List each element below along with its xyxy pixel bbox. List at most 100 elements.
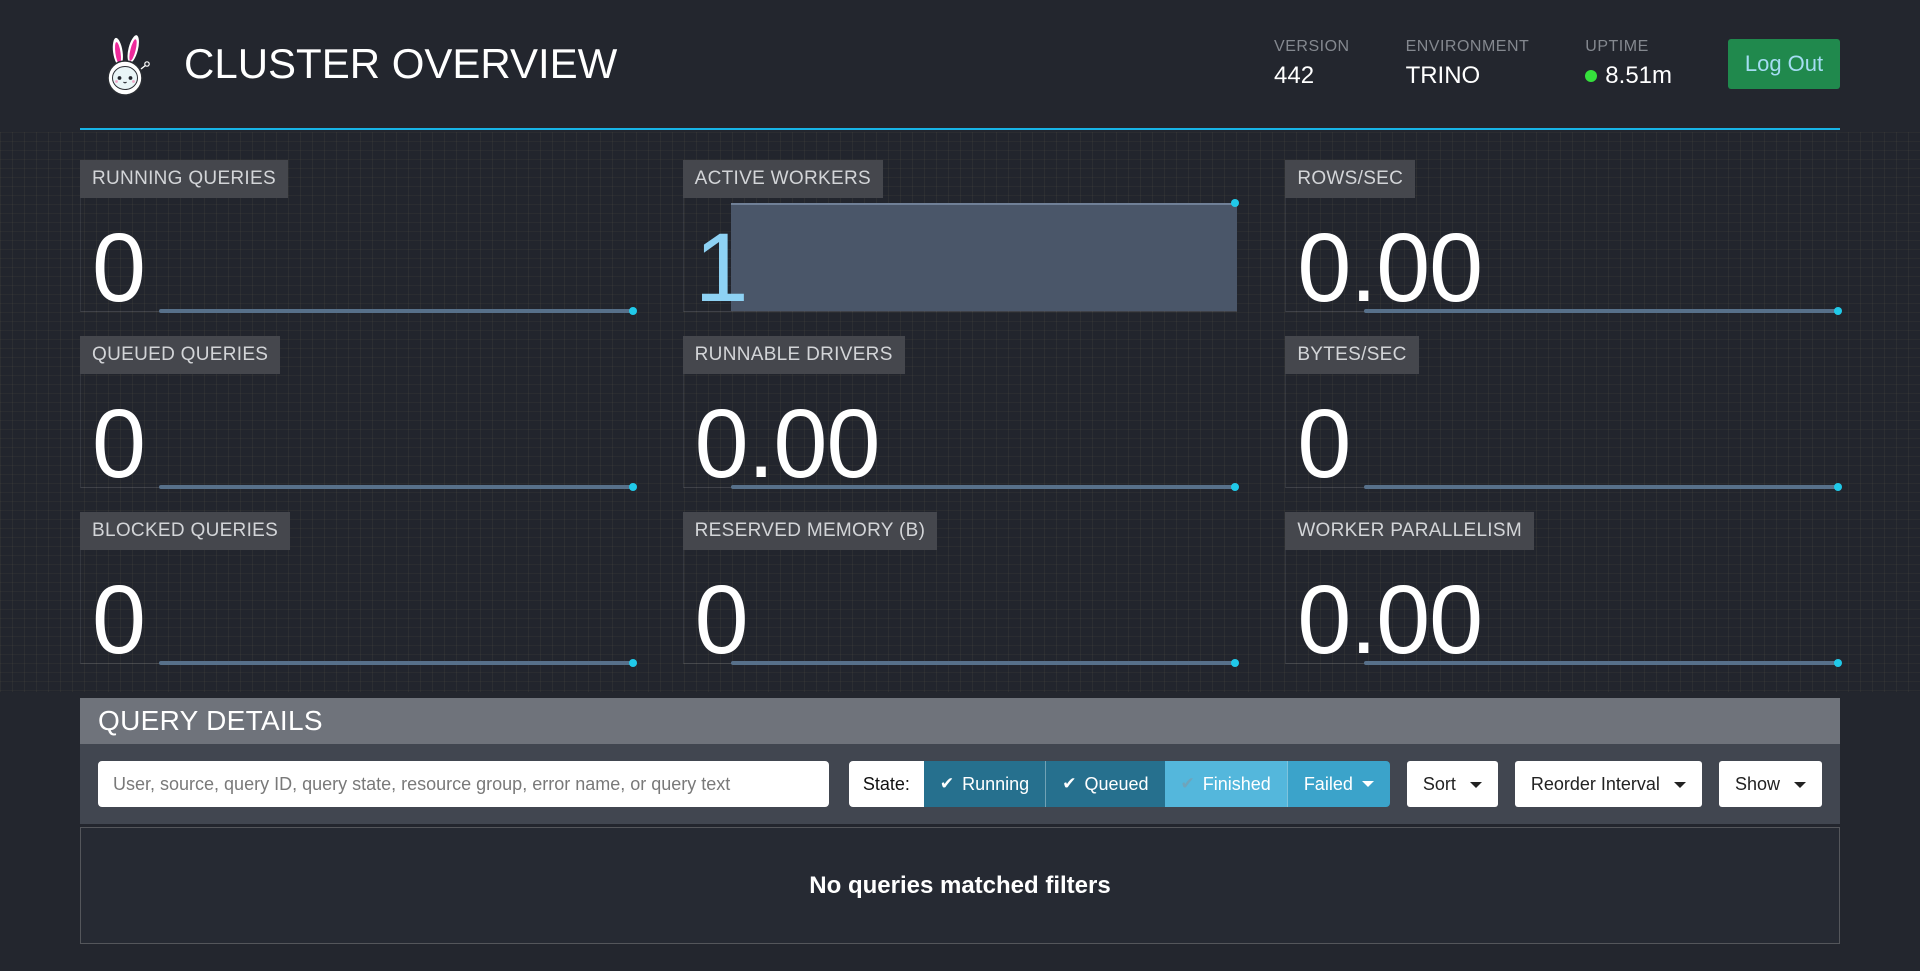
show-dropdown-button[interactable]: Show	[1718, 761, 1822, 807]
uptime-status-dot-icon	[1585, 70, 1598, 82]
state-filter-failed-dropdown[interactable]: Failed	[1286, 761, 1390, 807]
uptime-label: UPTIME	[1585, 38, 1649, 55]
state-filter-finished[interactable]: ✔ Finished	[1164, 761, 1287, 807]
sparkline-chart	[1285, 549, 1842, 667]
tile-rows-sec: ROWS/SEC 0.00	[1285, 160, 1842, 316]
version-stat: VERSION 442	[1274, 38, 1350, 90]
sparkline-dot	[628, 483, 637, 491]
sort-dropdown-button[interactable]: Sort	[1406, 761, 1498, 807]
version-label: VERSION	[1274, 38, 1350, 55]
sparkline	[158, 659, 637, 667]
state-filter-label: State:	[848, 761, 924, 807]
caret-down-icon	[1361, 781, 1374, 787]
state-filter-queued-label: Queued	[1084, 773, 1149, 794]
sparkline	[1363, 307, 1842, 315]
empty-state-message: No queries matched filters	[809, 871, 1111, 899]
tile-value: 0.00	[1297, 565, 1483, 674]
tile-active-workers: ACTIVE WORKERS 1	[682, 160, 1240, 316]
sparkline-chart	[682, 197, 1240, 312]
query-list-panel: No queries matched filters	[80, 827, 1840, 944]
reorder-interval-dropdown-button[interactable]: Reorder Interval	[1514, 761, 1702, 807]
uptime-stat: UPTIME 8.51m	[1585, 38, 1672, 90]
state-filter-queued[interactable]: ✔ Queued	[1045, 761, 1165, 807]
tile-label: ACTIVE WORKERS	[682, 160, 883, 198]
check-icon: ✔	[1180, 774, 1195, 793]
sparkline	[1363, 483, 1842, 491]
tile-label: RUNNING QUERIES	[80, 160, 288, 198]
tile-label: RUNNABLE DRIVERS	[682, 336, 905, 374]
caret-down-icon	[1673, 781, 1686, 788]
header-divider	[80, 128, 1840, 130]
tile-blocked-queries: BLOCKED QUERIES 0	[80, 512, 637, 668]
environment-value: TRINO	[1405, 62, 1481, 89]
state-filter-group: State: ✔ Running ✔ Queued ✔ Finished Fai…	[848, 761, 1390, 807]
sparkline	[158, 483, 637, 491]
show-label: Show	[1734, 773, 1780, 794]
header-cluster-info: VERSION 442 ENVIRONMENT TRINO UPTIME 8.5…	[1274, 38, 1840, 90]
tile-queued-queries: QUEUED QUERIES 0	[80, 336, 637, 492]
sparkline-dot	[1834, 307, 1842, 315]
tile-value: 0.00	[694, 389, 881, 498]
tile-running-queries: RUNNING QUERIES 0	[80, 160, 637, 316]
state-filter-finished-label: Finished	[1202, 773, 1271, 794]
query-details-toolbar: State: ✔ Running ✔ Queued ✔ Finished Fai…	[80, 744, 1840, 824]
tile-label: BLOCKED QUERIES	[80, 512, 291, 550]
sort-label: Sort	[1422, 773, 1456, 794]
query-details-section: QUERY DETAILS State: ✔ Running ✔ Queued …	[80, 698, 1840, 944]
sparkline-chart	[1285, 197, 1842, 315]
tile-label: RESERVED MEMORY (B)	[682, 512, 938, 550]
tile-label: BYTES/SEC	[1285, 336, 1419, 374]
app-header: CLUSTER OVERVIEW VERSION 442 ENVIRONMENT…	[0, 0, 1920, 128]
sparkline-chart	[80, 373, 637, 491]
environment-label: ENVIRONMENT	[1405, 38, 1530, 55]
environment-stat: ENVIRONMENT TRINO	[1406, 38, 1530, 90]
tile-label: QUEUED QUERIES	[80, 336, 281, 374]
brand: CLUSTER OVERVIEW	[80, 29, 617, 99]
sparkline	[1363, 659, 1842, 667]
sparkline	[730, 483, 1240, 491]
check-icon: ✔	[1062, 774, 1077, 793]
tile-reserved-memory: RESERVED MEMORY (B) 0	[682, 512, 1240, 668]
version-value: 442	[1274, 62, 1315, 89]
tile-value: 0	[92, 565, 146, 674]
query-search-input[interactable]	[98, 761, 829, 807]
sparkline-dot	[1834, 659, 1842, 667]
cluster-stats-section: RUNNING QUERIES 0 ACTIVE WORKERS 1 ROWS/…	[0, 132, 1920, 692]
tile-label: ROWS/SEC	[1285, 160, 1416, 198]
sparkline-chart	[682, 373, 1240, 491]
logout-button[interactable]: Log Out	[1728, 39, 1840, 89]
sparkline-dot	[1231, 199, 1240, 207]
sparkline-chart	[80, 549, 637, 667]
trino-bunny-logo-icon	[107, 35, 150, 96]
caret-down-icon	[1794, 781, 1806, 788]
uptime-value: 8.51m	[1605, 62, 1672, 89]
sparkline-dot	[1834, 483, 1842, 491]
sparkline-chart	[682, 549, 1240, 667]
sparkline-dot	[1231, 483, 1240, 491]
tile-value: 0	[1297, 389, 1351, 498]
sparkline	[158, 307, 637, 315]
sparkline	[730, 659, 1240, 667]
query-details-title: QUERY DETAILS	[80, 698, 1840, 744]
tile-value: 0	[92, 389, 146, 498]
page-title: CLUSTER OVERVIEW	[184, 40, 618, 87]
tile-bytes-sec: BYTES/SEC 0	[1285, 336, 1842, 492]
check-icon: ✔	[939, 774, 955, 793]
state-filter-failed-label: Failed	[1303, 773, 1353, 794]
tile-runnable-drivers: RUNNABLE DRIVERS 0.00	[682, 336, 1240, 492]
state-filter-running-label: Running	[962, 773, 1030, 794]
tile-value: 0.00	[1297, 213, 1483, 322]
sparkline-chart	[80, 197, 637, 315]
tile-worker-parallelism: WORKER PARALLELISM 0.00	[1285, 512, 1842, 668]
sparkline-chart	[1285, 373, 1842, 491]
tile-value: 0	[694, 565, 749, 674]
uptime-value-row: 8.51m	[1585, 62, 1672, 90]
area-chart	[730, 199, 1240, 311]
tile-value: 0	[92, 213, 146, 322]
reorder-interval-label: Reorder Interval	[1530, 773, 1660, 794]
caret-down-icon	[1469, 781, 1482, 788]
sparkline-dot	[1231, 659, 1240, 667]
state-filter-running[interactable]: ✔ Running	[923, 761, 1046, 807]
tile-label: WORKER PARALLELISM	[1285, 512, 1534, 550]
cluster-stats-grid: RUNNING QUERIES 0 ACTIVE WORKERS 1 ROWS/…	[80, 160, 1842, 668]
